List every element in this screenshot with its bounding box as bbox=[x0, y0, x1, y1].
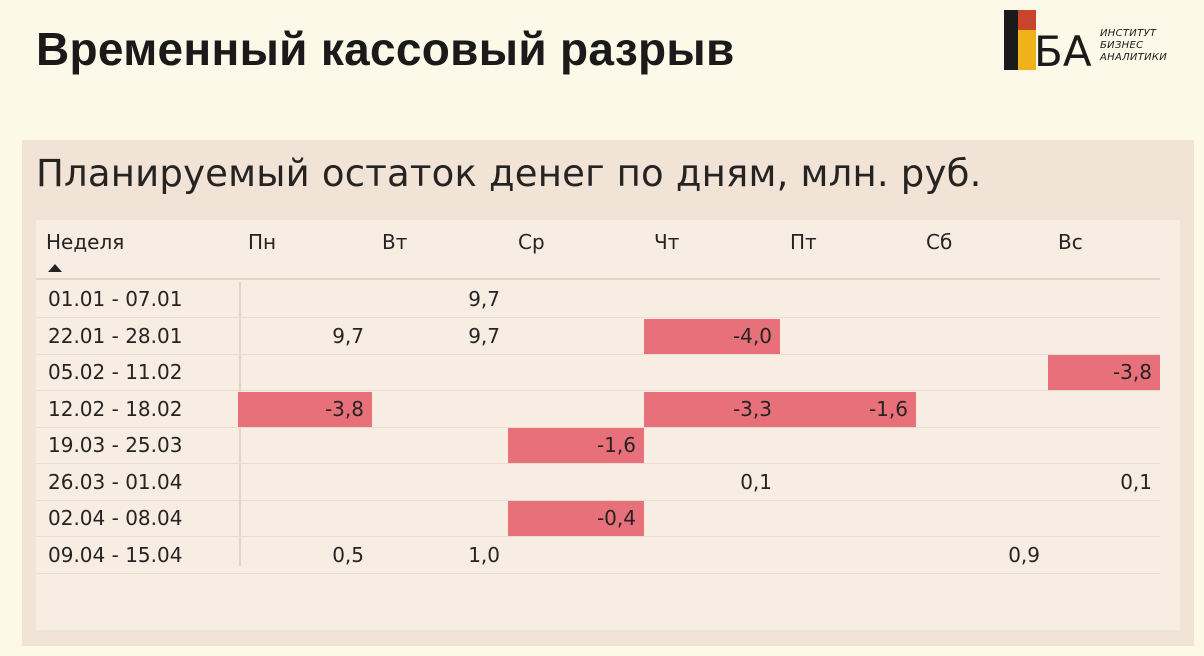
row-header-week[interactable]: 26.03 - 01.04 bbox=[48, 469, 183, 494]
value-cell[interactable] bbox=[508, 319, 644, 354]
row-header-week[interactable]: 02.04 - 08.04 bbox=[48, 506, 183, 530]
matrix-header: Неделя Пн Вт Ср Чт Пт Сб Вс bbox=[36, 220, 1160, 280]
column-header-day[interactable]: Сб bbox=[926, 230, 953, 254]
table-row[interactable]: 19.03 - 25.03 -1,6 bbox=[36, 428, 1160, 464]
matrix-visual[interactable]: Планируемый остаток денег по дням, млн. … bbox=[22, 140, 1194, 646]
visual-title: Планируемый остаток денег по дням, млн. … bbox=[36, 152, 982, 195]
value-cell[interactable]: 0,5 bbox=[332, 542, 364, 567]
value-cell[interactable] bbox=[916, 392, 1048, 427]
negative-value-cell[interactable]: -3,3 bbox=[644, 391, 780, 427]
value-cell[interactable] bbox=[916, 465, 1048, 500]
value-cell[interactable] bbox=[508, 538, 644, 573]
value-cell[interactable] bbox=[1048, 538, 1160, 573]
value-cell[interactable] bbox=[238, 428, 372, 463]
table-row[interactable]: 05.02 - 11.02 -3,8 bbox=[36, 355, 1160, 391]
value-cell[interactable] bbox=[372, 355, 508, 390]
matrix-table[interactable]: Неделя Пн Вт Ср Чт Пт Сб Вс 01.01 - 07.01 9,7 22.… bbox=[36, 220, 1180, 630]
value-cell[interactable] bbox=[644, 355, 780, 390]
value-cell[interactable]: 9,7 bbox=[468, 287, 500, 311]
logo: БА ИНСТИТУТ БИЗНЕС АНАЛИТИКИ bbox=[1004, 10, 1194, 72]
row-header-week[interactable]: 05.02 - 11.02 bbox=[48, 360, 183, 384]
value-cell[interactable] bbox=[1048, 282, 1160, 317]
value-cell[interactable] bbox=[508, 465, 644, 500]
table-row[interactable]: 12.02 - 18.02 -3,8 -3,3 -1,6 bbox=[36, 391, 1160, 428]
row-header-week[interactable]: 22.01 - 28.01 bbox=[48, 323, 183, 348]
value-cell[interactable] bbox=[780, 355, 916, 390]
value-cell[interactable]: 0,1 bbox=[740, 469, 772, 494]
value-cell[interactable] bbox=[1048, 319, 1160, 354]
table-row[interactable]: 09.04 - 15.04 0,5 1,0 0,9 bbox=[36, 538, 1160, 574]
column-header-day[interactable]: Пт bbox=[790, 230, 817, 254]
value-cell[interactable] bbox=[916, 355, 1048, 390]
slide-title: Временный кассовый разрыв bbox=[36, 23, 735, 75]
value-cell[interactable] bbox=[372, 465, 508, 500]
column-header-day[interactable]: Чт bbox=[654, 230, 680, 254]
logo-line-2: БИЗНЕС bbox=[1100, 40, 1144, 51]
value-cell[interactable] bbox=[780, 319, 916, 354]
table-row[interactable]: 22.01 - 28.01 9,7 9,7 -4,0 bbox=[36, 318, 1160, 355]
logo-caption: ИНСТИТУТ БИЗНЕС АНАЛИТИКИ bbox=[1100, 28, 1167, 64]
value-cell[interactable] bbox=[916, 501, 1048, 536]
negative-value-cell[interactable]: -1,6 bbox=[508, 428, 644, 463]
table-row[interactable]: 01.01 - 07.01 9,7 bbox=[36, 282, 1160, 318]
value-cell[interactable] bbox=[780, 538, 916, 573]
value-cell[interactable] bbox=[916, 428, 1048, 463]
logo-line-3: АНАЛИТИКИ bbox=[1100, 52, 1168, 63]
column-header-day[interactable]: Ср bbox=[518, 230, 545, 254]
institute-logo-icon: БА bbox=[1004, 10, 1092, 72]
column-header-day[interactable]: Вт bbox=[382, 230, 408, 254]
value-cell[interactable]: 0,1 bbox=[1120, 469, 1152, 494]
logo-letters: БА bbox=[1034, 27, 1092, 72]
value-cell[interactable] bbox=[238, 282, 372, 317]
value-cell[interactable] bbox=[644, 501, 780, 536]
value-cell[interactable] bbox=[1048, 428, 1160, 463]
row-header-week[interactable]: 19.03 - 25.03 bbox=[48, 433, 183, 457]
value-cell[interactable] bbox=[238, 501, 372, 536]
negative-value-cell[interactable]: -3,8 bbox=[1048, 355, 1160, 390]
value-cell[interactable] bbox=[372, 501, 508, 536]
value-cell[interactable] bbox=[238, 355, 372, 390]
value-cell[interactable] bbox=[780, 465, 916, 500]
negative-value-cell[interactable]: -0,4 bbox=[508, 501, 644, 536]
value-cell[interactable]: 9,7 bbox=[332, 323, 364, 348]
negative-value-cell[interactable]: -1,6 bbox=[780, 391, 916, 427]
negative-value-cell[interactable]: -3,8 bbox=[238, 391, 372, 427]
value-cell[interactable] bbox=[644, 538, 780, 573]
value-cell[interactable] bbox=[780, 501, 916, 536]
value-cell[interactable] bbox=[372, 428, 508, 463]
value-cell[interactable] bbox=[780, 282, 916, 317]
value-cell[interactable] bbox=[644, 428, 780, 463]
value-cell[interactable] bbox=[1048, 501, 1160, 536]
value-cell[interactable] bbox=[508, 355, 644, 390]
logo-line-1: ИНСТИТУТ bbox=[1100, 28, 1157, 39]
table-row[interactable]: 02.04 - 08.04 -0,4 bbox=[36, 501, 1160, 537]
value-cell[interactable] bbox=[508, 392, 644, 427]
column-header-day[interactable]: Пн bbox=[248, 230, 277, 254]
row-header-week[interactable]: 01.01 - 07.01 bbox=[48, 287, 183, 311]
value-cell[interactable]: 1,0 bbox=[468, 542, 500, 567]
row-header-week[interactable]: 09.04 - 15.04 bbox=[48, 542, 183, 567]
negative-value-cell[interactable]: -4,0 bbox=[644, 318, 780, 354]
value-cell[interactable] bbox=[372, 392, 508, 427]
sort-ascending-icon[interactable] bbox=[48, 264, 62, 272]
column-header-week[interactable]: Неделя bbox=[46, 230, 125, 254]
value-cell[interactable]: 0,9 bbox=[1008, 542, 1040, 567]
value-cell[interactable] bbox=[916, 319, 1048, 354]
value-cell[interactable]: 9,7 bbox=[468, 323, 500, 348]
value-cell[interactable] bbox=[1048, 392, 1160, 427]
column-header-day[interactable]: Вс bbox=[1058, 230, 1083, 254]
value-cell[interactable] bbox=[780, 428, 916, 463]
row-header-week[interactable]: 12.02 - 18.02 bbox=[48, 396, 183, 421]
value-cell[interactable] bbox=[644, 282, 780, 317]
value-cell[interactable] bbox=[916, 282, 1048, 317]
value-cell[interactable] bbox=[508, 282, 644, 317]
table-row[interactable]: 26.03 - 01.04 0,1 0,1 bbox=[36, 465, 1160, 501]
value-cell[interactable] bbox=[238, 465, 372, 500]
